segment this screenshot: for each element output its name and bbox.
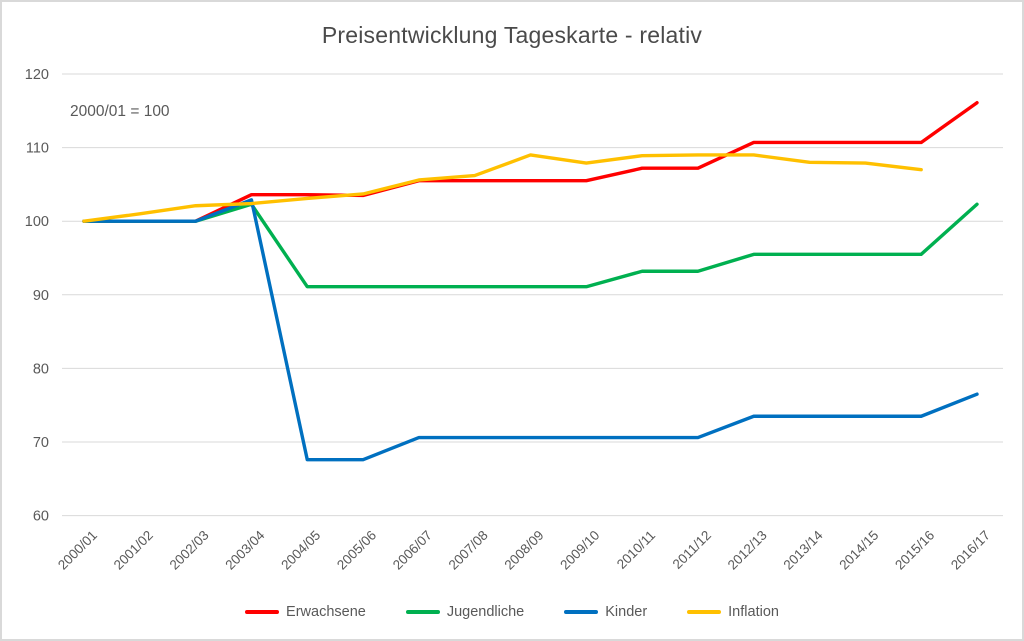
x-axis-tick-label: 2006/07 [390, 528, 435, 573]
x-axis-tick-label: 2004/05 [278, 528, 323, 573]
x-axis-tick-label: 2000/01 [55, 528, 100, 573]
legend-swatch-kinder [564, 610, 599, 614]
y-axis-tick-label: 120 [25, 67, 49, 83]
legend-label: Inflation [728, 604, 779, 620]
legend-label: Erwachsene [286, 604, 366, 620]
x-axis-tick-label: 2011/12 [670, 528, 714, 572]
x-axis-tick-label: 2009/10 [557, 528, 602, 573]
y-axis-tick-label: 110 [26, 141, 49, 157]
x-axis-tick-label: 2012/13 [725, 528, 770, 573]
legend-item-erwachsene: Erwachsene [245, 604, 366, 620]
chart-legend: Erwachsene Jugendliche Kinder Inflation [2, 604, 1022, 620]
legend-label: Jugendliche [446, 604, 525, 620]
series-line-inflation [82, 153, 923, 223]
y-axis-tick-label: 100 [25, 214, 49, 230]
legend-swatch-jugendliche [405, 610, 440, 614]
legend-label: Kinder [605, 604, 648, 620]
series-line-jugendliche [82, 202, 979, 289]
y-axis-tick-label: 90 [33, 288, 49, 304]
legend-swatch-inflation [687, 610, 722, 614]
legend-swatch-erwachsene [245, 610, 280, 614]
x-axis-tick-label: 2003/04 [222, 527, 267, 572]
x-axis-tick-label: 2005/06 [334, 528, 379, 573]
x-axis-tick-label: 2008/09 [501, 528, 546, 573]
x-axis-tick-label: 2016/17 [948, 528, 993, 573]
x-axis-tick-label: 2001/02 [111, 528, 156, 573]
x-axis-tick-label: 2015/16 [892, 528, 937, 573]
x-axis-tick-label: 2014/15 [836, 528, 881, 573]
x-axis-tick-label: 2002/03 [167, 528, 212, 573]
x-axis-tick-label: 2010/11 [614, 528, 658, 572]
baseline-annotation: 2000/01 = 100 [70, 103, 170, 120]
y-axis-tick-label: 60 [33, 509, 49, 525]
x-axis-tick-label: 2013/14 [781, 527, 826, 572]
x-axis-tick-label: 2007/08 [446, 528, 491, 573]
series-line-kinder [82, 198, 979, 462]
chart-title: Preisentwicklung Tageskarte - relativ [321, 22, 703, 48]
legend-item-kinder: Kinder [564, 604, 647, 620]
legend-item-jugendliche: Jugendliche [405, 604, 525, 620]
y-axis-tick-label: 70 [33, 435, 49, 451]
y-axis-tick-label: 80 [33, 361, 49, 377]
legend-item-inflation: Inflation [687, 604, 779, 620]
